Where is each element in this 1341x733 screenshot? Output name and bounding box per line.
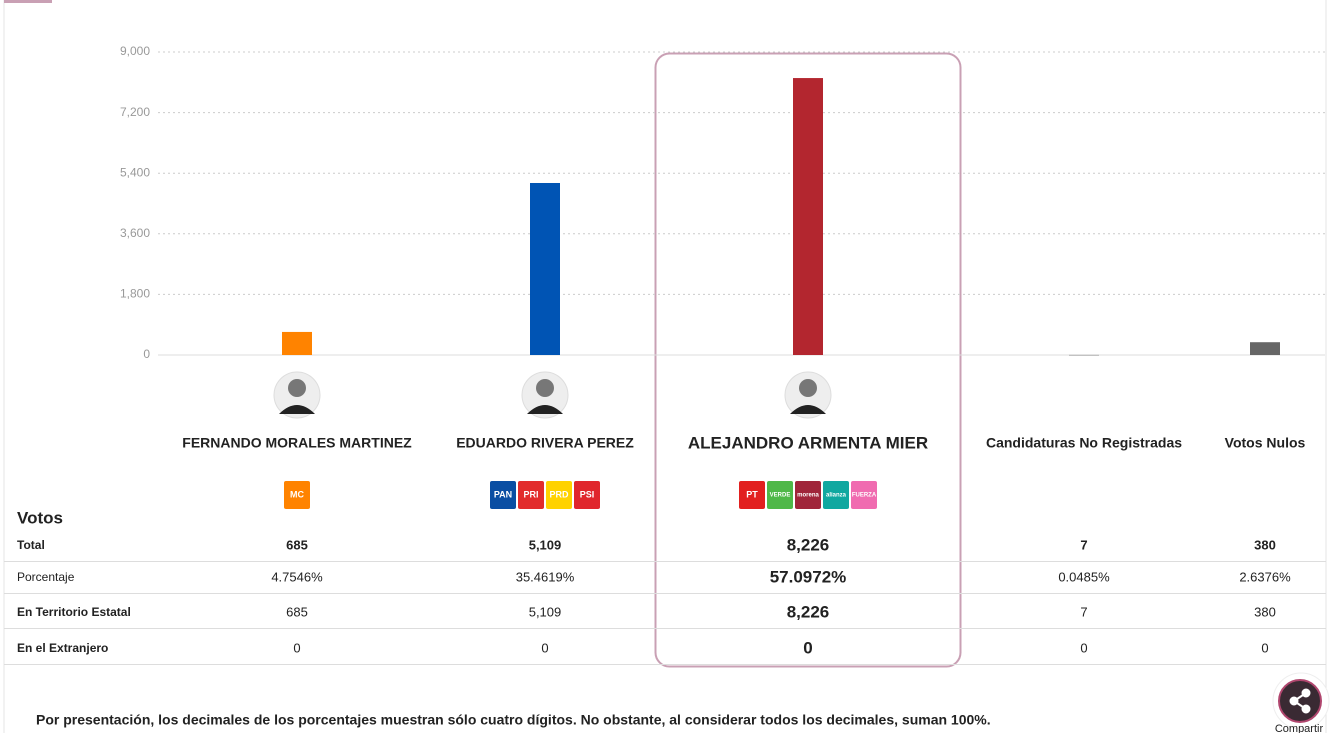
party-logo <box>823 481 849 509</box>
cell: 7 <box>1080 604 1087 619</box>
bar <box>793 78 823 356</box>
cell: 8,226 <box>787 602 830 621</box>
winner-highlight <box>654 52 962 668</box>
y-tick-label: 5,400 <box>120 165 150 179</box>
cell: 0 <box>803 638 812 657</box>
cell: 685 <box>286 537 308 552</box>
party-logo <box>518 481 544 509</box>
bar <box>530 182 560 355</box>
cell: 2.6376% <box>1239 569 1291 584</box>
y-tick-label: 9,000 <box>120 44 150 58</box>
cell: 5,109 <box>529 604 562 619</box>
share-button[interactable] <box>1278 679 1322 723</box>
share-label[interactable]: Compartir <box>1275 723 1324 733</box>
party-logo-label: PSI <box>580 489 595 499</box>
party-logo-label: MC <box>290 489 304 499</box>
avatar-body <box>790 405 826 414</box>
cell: 0.0485% <box>1058 569 1110 584</box>
row-label: Total <box>17 538 45 552</box>
cell: 0 <box>541 640 548 655</box>
cell: 0 <box>293 640 300 655</box>
y-tick-label: 1,800 <box>120 287 150 301</box>
party-logo-label: PT <box>746 489 758 499</box>
share-icon <box>1289 688 1311 714</box>
cell: 57.0972% <box>770 567 847 586</box>
candidate-name: Candidaturas No Registradas <box>986 435 1182 451</box>
cell: 685 <box>286 604 308 619</box>
bar <box>1069 354 1099 356</box>
cell: 5,109 <box>529 537 562 552</box>
avatar-head <box>799 379 817 397</box>
party-logo-label: morena <box>797 493 819 499</box>
party-logo <box>546 481 572 509</box>
top-tab <box>4 0 52 3</box>
party-logo-label: PAN <box>494 489 512 499</box>
party-logo <box>739 481 765 509</box>
y-tick-label: 0 <box>143 347 150 361</box>
party-logo-label: PRI <box>523 489 538 499</box>
candidate-name: FERNANDO MORALES MARTINEZ <box>182 435 412 451</box>
party-logo <box>284 481 310 509</box>
avatar-body <box>279 405 315 414</box>
cell: 4.7546% <box>271 569 323 584</box>
cell: 0 <box>1080 640 1087 655</box>
row-label: En Territorio Estatal <box>17 605 131 619</box>
party-logo-label: VERDE <box>770 493 791 499</box>
footnote: Por presentación, los decimales de los p… <box>36 712 991 728</box>
candidate-name: EDUARDO RIVERA PEREZ <box>456 435 634 451</box>
cell: 35.4619% <box>516 569 575 584</box>
row-label: En el Extranjero <box>17 641 108 655</box>
party-logo-label: PRD <box>549 489 569 499</box>
cell: 7 <box>1080 537 1087 552</box>
party-logo-label: alianza <box>826 493 847 499</box>
cell: 0 <box>1261 640 1268 655</box>
avatar-body <box>527 405 563 414</box>
avatar-head <box>288 379 306 397</box>
party-logo-label: FUERZA <box>852 493 877 499</box>
party-logo <box>767 481 793 509</box>
party-logo <box>851 481 877 509</box>
cell: 8,226 <box>787 535 830 554</box>
party-logo <box>795 481 821 509</box>
party-logo <box>490 481 516 509</box>
candidate-name: ALEJANDRO ARMENTA MIER <box>688 433 928 452</box>
candidate-name: Votos Nulos <box>1225 435 1306 451</box>
row-label: Porcentaje <box>17 570 75 584</box>
bar <box>282 331 312 355</box>
party-logo <box>574 481 600 509</box>
bar <box>1250 342 1280 355</box>
y-tick-label: 3,600 <box>120 226 150 240</box>
y-tick-label: 7,200 <box>120 105 150 119</box>
avatar-head <box>536 379 554 397</box>
cell: 380 <box>1254 604 1276 619</box>
table-title: Votos <box>17 508 63 527</box>
cell: 380 <box>1254 537 1276 552</box>
